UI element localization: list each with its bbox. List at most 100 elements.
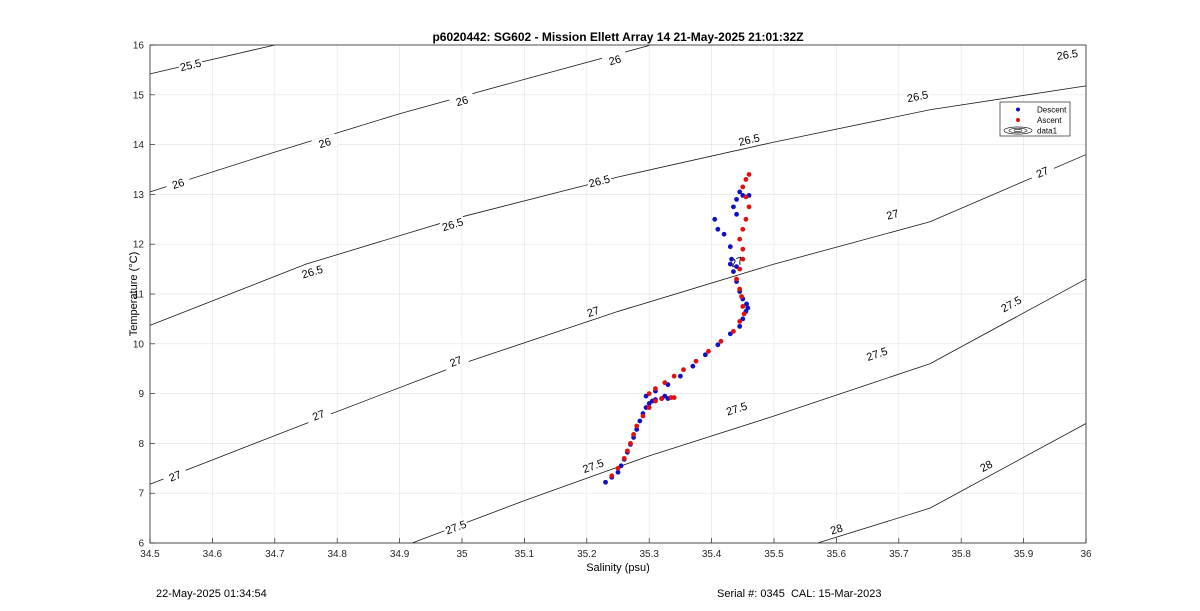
contour-label-bg (736, 131, 763, 149)
y-tick-label: 10 (133, 339, 145, 350)
y-tick-label: 16 (133, 41, 145, 52)
ascent-point (628, 441, 633, 446)
contour-label-bg (448, 91, 476, 110)
descent-point (734, 211, 739, 217)
ascent-point (739, 294, 744, 299)
contour-label: 26.5 (301, 264, 325, 282)
contour-label: 27 (586, 305, 601, 320)
density-contour-27 (149, 154, 1087, 485)
ascent-point (646, 391, 652, 396)
x-tick-label: 35.6 (827, 549, 847, 560)
contour-label-bg (442, 351, 470, 372)
ascent-point (624, 448, 630, 454)
footer-serial-cal: Serial #: 0345 CAL: 15-Mar-2023 (717, 588, 882, 600)
ascent-point (631, 432, 636, 437)
contour-label: 27 (311, 408, 327, 424)
contour-label-bg (311, 133, 338, 152)
contour-label-bg (972, 454, 1000, 477)
contour-label: 26.5 (1056, 48, 1079, 63)
x-tick-label: 35.4 (702, 549, 722, 560)
footer-timestamp: 22-May-2025 01:34:54 (156, 588, 267, 600)
contour-label-bg (601, 51, 629, 69)
x-tick-label: 34.8 (327, 549, 347, 560)
contour-label-bg (299, 262, 326, 281)
x-tick-label: 34.6 (203, 549, 223, 560)
descent-point (731, 204, 736, 210)
density-contour-26.5 (149, 85, 1087, 326)
contour-label-bg (863, 344, 891, 364)
contour-label: 26.5 (906, 89, 929, 105)
contour-label: 28 (829, 522, 844, 537)
descent-point (729, 256, 734, 262)
contour-label: 27 (167, 469, 183, 485)
ascent-point (746, 204, 752, 210)
descent-point (690, 363, 696, 369)
descent-point (727, 244, 733, 250)
ascent-point (646, 405, 652, 410)
ascent-point (693, 358, 699, 364)
series-ascent (609, 172, 752, 479)
contour-label: 26 (317, 136, 332, 151)
ascent-point (634, 423, 640, 429)
ascent-point (741, 311, 747, 317)
descent-point (715, 342, 721, 348)
y-tick-label: 6 (138, 539, 144, 550)
x-tick-label: 35.7 (889, 549, 909, 560)
descent-point (727, 261, 733, 267)
ascent-point (737, 286, 743, 292)
contour-label-bg (997, 292, 1025, 315)
legend-descent-marker (1016, 107, 1020, 112)
contour-label-bg (161, 465, 189, 486)
descent-point (734, 196, 739, 202)
descent-point (637, 418, 643, 424)
contour-label-bg (439, 215, 466, 234)
contour-label-bg (723, 399, 750, 418)
descent-point (715, 226, 721, 232)
descent-point (615, 469, 621, 475)
x-axis-label: Salinity (psu) (586, 562, 650, 574)
ascent-point (740, 226, 746, 232)
ascent-point (740, 246, 746, 252)
contour-label-bg (579, 456, 607, 476)
density-contour-25.5 (149, 44, 275, 75)
ascent-point (718, 338, 724, 344)
y-tick-label: 14 (133, 140, 145, 151)
contour-label: 26.5 (588, 173, 612, 190)
ascent-point (653, 398, 658, 404)
descent-point (702, 352, 708, 358)
descent-point (731, 269, 736, 274)
contour-label: 26 (171, 177, 186, 192)
ascent-point (671, 373, 677, 379)
ascent-point (746, 172, 752, 177)
x-tick-label: 35.1 (515, 549, 535, 560)
x-tick-label: 35.8 (951, 549, 971, 560)
ascent-point (731, 328, 736, 334)
density-contour-28 (817, 423, 1087, 544)
legend-contour-marker (1003, 126, 1033, 135)
ascent-point (609, 473, 615, 479)
x-tick-label: 34.5 (140, 549, 160, 560)
legend-ascent-label: Ascent (1037, 116, 1062, 125)
y-tick-label: 12 (133, 240, 145, 251)
ascent-point (671, 395, 677, 400)
descent-point (737, 323, 743, 329)
points-layer (603, 172, 752, 485)
ascent-point (743, 177, 749, 182)
contour-label-bg (823, 519, 850, 539)
ascent-point (615, 465, 621, 471)
contour-label-bg (579, 301, 607, 321)
contour-label-bg (177, 56, 204, 74)
contour-label-bg (904, 87, 931, 105)
contour-label: 27 (885, 208, 900, 223)
contour-label-bg (164, 174, 192, 193)
x-tick-label: 35.2 (577, 549, 597, 560)
legend: Descent Ascent data1 (999, 101, 1071, 137)
contour-label-bg (879, 205, 906, 224)
contour-label: 26 (455, 94, 470, 109)
ascent-point (681, 367, 686, 373)
descent-point (737, 189, 743, 195)
descent-point (712, 216, 718, 222)
y-tick-label: 15 (133, 90, 145, 101)
chart-title: p6020442: SG602 - Mission Ellett Array 1… (432, 30, 803, 44)
y-tick-label: 13 (133, 190, 145, 201)
